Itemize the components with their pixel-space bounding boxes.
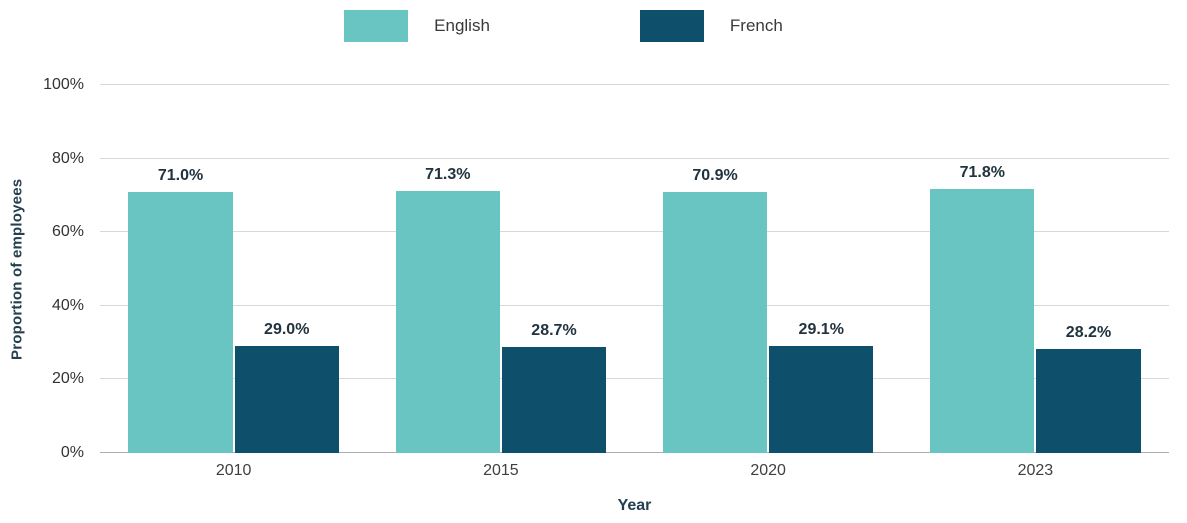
- bar-value-label: 28.2%: [1065, 324, 1112, 342]
- gridline: [100, 452, 1169, 453]
- legend-label: French: [729, 16, 783, 35]
- bar-english: 71.3%: [395, 166, 500, 453]
- x-tick-label: 2023: [1017, 462, 1054, 479]
- y-tick-label: 0%: [60, 444, 84, 461]
- y-tick-label: 40%: [51, 296, 84, 314]
- legend: English French: [0, 10, 1127, 42]
- y-axis-title: Proportion of employees: [8, 178, 26, 360]
- legend-label: English: [434, 16, 490, 35]
- bar-french: 28.2%: [1036, 324, 1141, 453]
- gridline: [100, 304, 1169, 306]
- bar-value-label: 70.9%: [692, 167, 738, 185]
- x-tick-label: 2015: [483, 462, 519, 479]
- x-tick-label: 2020: [750, 462, 786, 479]
- gridline: [100, 378, 1169, 380]
- bar-group: 71.3% 28.7%: [367, 85, 634, 453]
- bar-value-label: 71.8%: [959, 163, 1005, 181]
- y-tick-label: 100%: [43, 76, 84, 93]
- x-axis-title: Year: [617, 497, 652, 514]
- plot-area: 0% 20% 40% 60% 80% 100% 71.0% 29.0% 2010 71.3% 28.…: [43, 76, 1169, 479]
- bar-value-label: 29.1%: [798, 320, 844, 338]
- bar-value-label: 71.0%: [157, 166, 204, 184]
- bar-value-label: 71.3%: [425, 165, 471, 183]
- legend-swatch: [639, 10, 704, 42]
- legend-item-english: English: [344, 10, 490, 42]
- bar-english: 71.8%: [930, 164, 1035, 453]
- bar-english: 70.9%: [662, 167, 768, 453]
- bar-group: 70.9% 29.1%: [635, 85, 902, 453]
- bar-value-label: 29.0%: [264, 321, 310, 339]
- bar-group: 71.8% 28.2%: [902, 85, 1169, 453]
- legend-swatch: [344, 10, 409, 42]
- gridline: [100, 84, 1169, 85]
- bar-value-label: 28.7%: [531, 322, 577, 340]
- bar-french: 29.1%: [769, 321, 874, 453]
- y-tick-label: 80%: [51, 149, 84, 167]
- bar-french: 28.7%: [501, 322, 607, 453]
- x-tick-label: 2010: [215, 462, 252, 479]
- gridline: [100, 157, 1169, 159]
- gridline: [100, 231, 1169, 233]
- legend-item-french: French: [639, 10, 783, 42]
- bar-french: 29.0%: [234, 321, 339, 453]
- y-tick-label: 60%: [51, 223, 84, 241]
- bar-group: 71.0% 29.0%: [100, 85, 367, 453]
- bar-english: 71.0%: [128, 167, 233, 453]
- y-tick-label: 20%: [51, 370, 84, 388]
